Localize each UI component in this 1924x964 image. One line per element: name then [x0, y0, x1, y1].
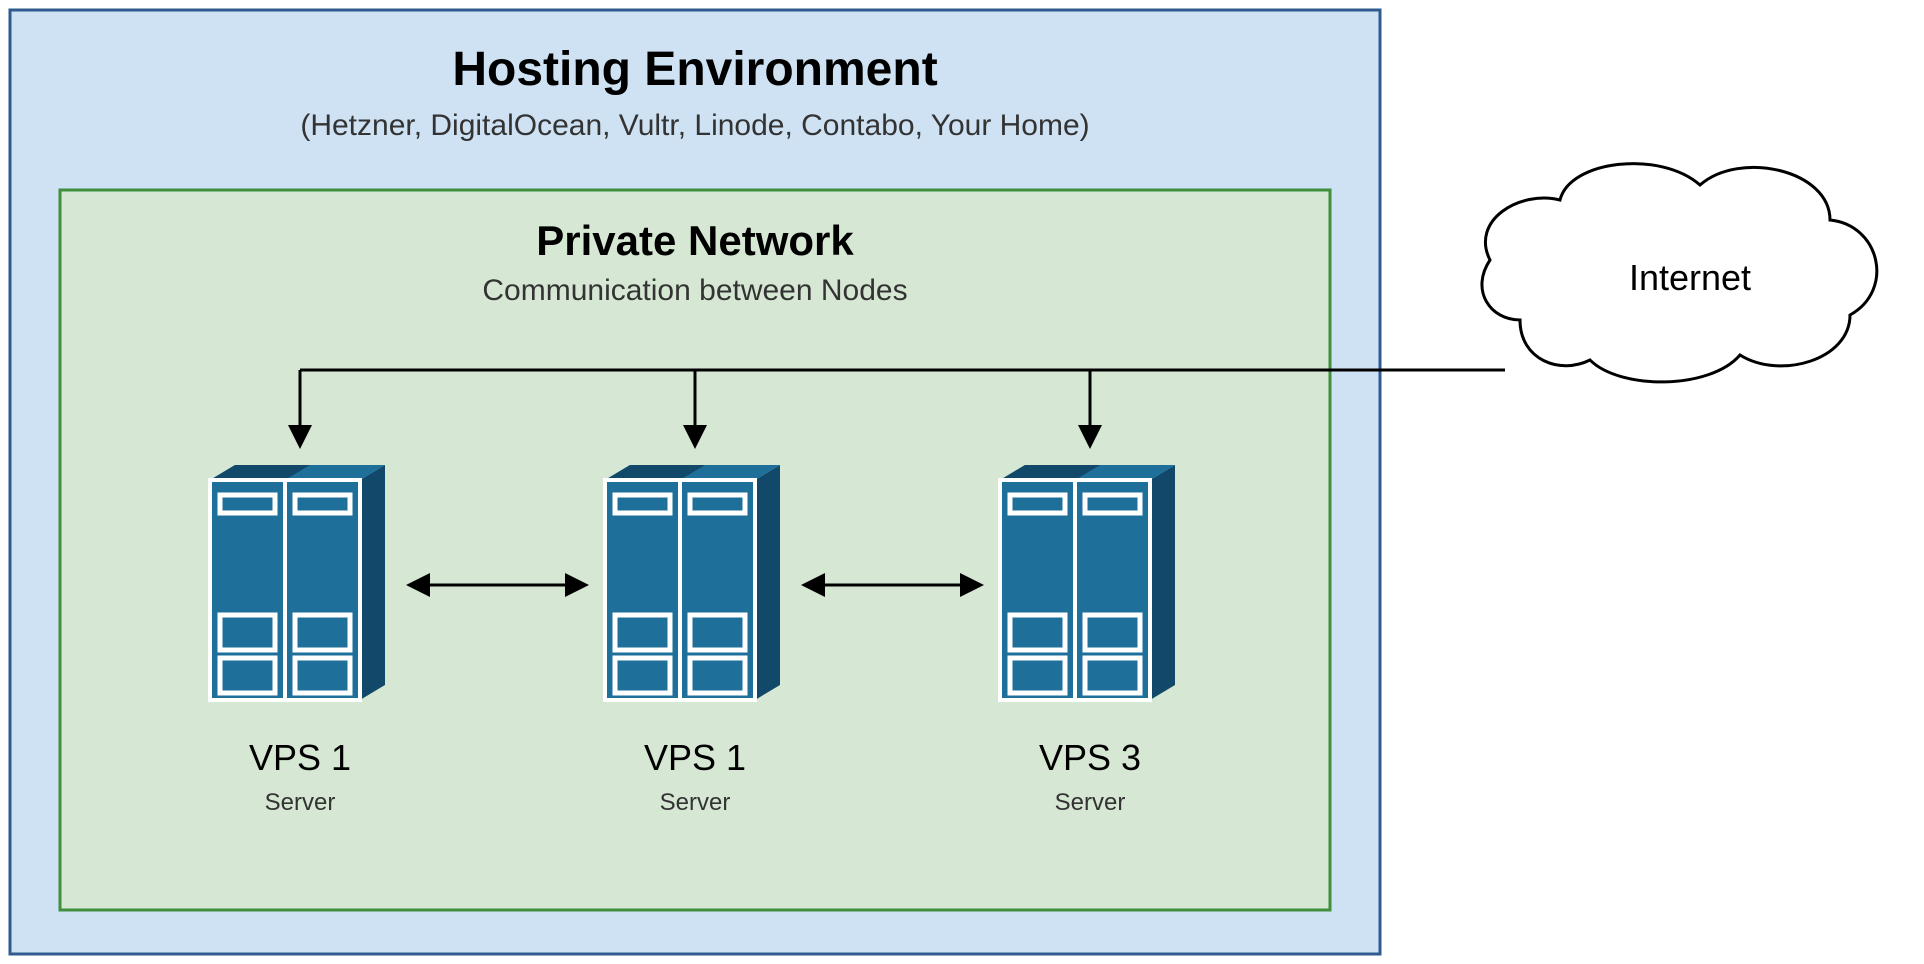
server-2-role: Server: [660, 789, 731, 816]
server-1-name: VPS 1: [249, 737, 351, 778]
server-3-name: VPS 3: [1039, 737, 1141, 778]
server-1-role: Server: [265, 789, 336, 816]
internet-cloud: Internet: [1482, 164, 1877, 382]
private-network-title: Private Network: [536, 217, 854, 264]
private-network-subtitle: Communication between Nodes: [482, 274, 907, 307]
server-3-role: Server: [1055, 789, 1126, 816]
hosting-env-title: Hosting Environment: [452, 43, 937, 96]
hosting-env-subtitle: (Hetzner, DigitalOcean, Vultr, Linode, C…: [300, 109, 1089, 142]
internet-label: Internet: [1629, 257, 1751, 298]
server-2-name: VPS 1: [644, 737, 746, 778]
